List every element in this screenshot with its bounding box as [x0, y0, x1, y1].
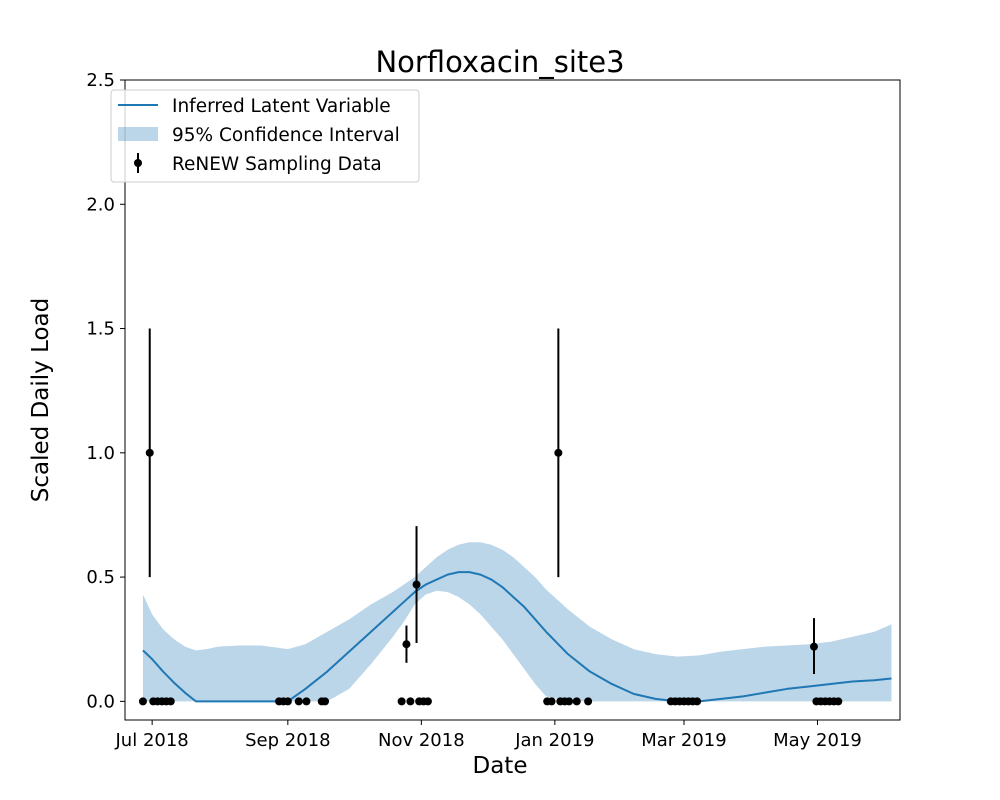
data-point	[397, 697, 406, 706]
data-point	[584, 697, 593, 706]
y-tick-label: 0.0	[86, 691, 115, 712]
data-point	[572, 697, 581, 706]
data-point	[321, 697, 330, 706]
legend-marker-dot	[134, 159, 142, 167]
x-tick-label: Jan 2019	[514, 730, 594, 751]
data-point	[402, 640, 411, 649]
data-point	[809, 642, 818, 651]
x-tick-label: May 2019	[773, 730, 862, 751]
data-point	[283, 697, 292, 706]
chart-title: Norfloxacin_site3	[375, 45, 624, 79]
data-point	[145, 448, 154, 457]
plot-frame	[124, 79, 901, 721]
y-axis: 0.0 0.5 1.0 1.5 2.0 2.5	[86, 70, 125, 712]
legend-box	[110, 89, 420, 183]
ci-layer	[142, 542, 892, 702]
data-point	[412, 580, 421, 589]
x-axis-title: Date	[473, 753, 528, 779]
y-tick-label: 2.5	[86, 70, 115, 91]
y-axis-title: Scaled Daily Load	[28, 298, 54, 502]
data-point	[554, 448, 563, 457]
data-point	[693, 697, 702, 706]
line-layer	[142, 571, 892, 703]
data-point	[166, 697, 175, 706]
data-point	[547, 697, 556, 706]
y-tick-label: 2.0	[86, 194, 115, 215]
x-tick-label: Sep 2018	[245, 730, 330, 751]
data-point	[302, 697, 311, 706]
data-point	[423, 697, 432, 706]
legend-label-ci: 95% Confidence Interval	[172, 125, 400, 146]
data-point	[834, 697, 843, 706]
y-tick-label: 0.5	[86, 567, 115, 588]
legend-label-latent: Inferred Latent Variable	[172, 96, 391, 117]
x-tick-label: Nov 2018	[378, 730, 465, 751]
y-tick-label: 1.5	[86, 319, 115, 340]
data-point	[294, 697, 303, 706]
x-tick-label: Jul 2018	[115, 730, 189, 751]
legend-label-data: ReNEW Sampling Data	[172, 154, 382, 175]
ci-band	[142, 542, 892, 702]
latent-line	[142, 571, 892, 703]
y-tick-label: 1.0	[86, 443, 115, 464]
x-tick-label: Mar 2019	[641, 730, 727, 751]
legend: Inferred Latent Variable 95% Confidence …	[110, 89, 420, 183]
plot-area	[125, 80, 900, 720]
points-layer	[138, 328, 843, 706]
legend-ci-swatch	[118, 127, 158, 141]
data-point	[565, 697, 574, 706]
data-point	[138, 697, 147, 706]
x-axis: Jul 2018 Sep 2018 Nov 2018 Jan 2019 Mar 2019…	[115, 720, 862, 751]
data-point	[406, 697, 415, 706]
